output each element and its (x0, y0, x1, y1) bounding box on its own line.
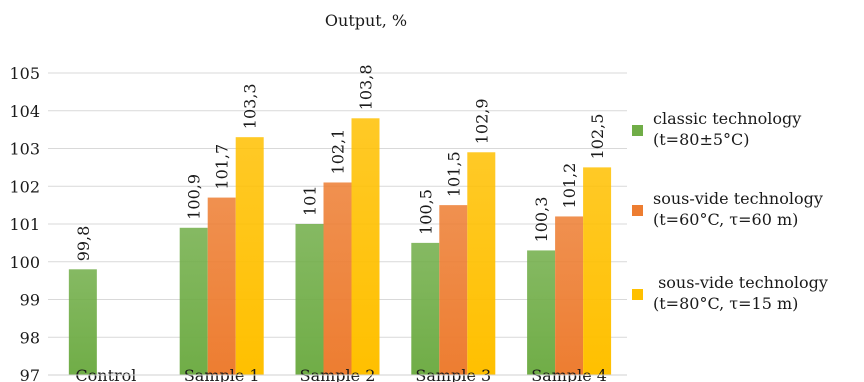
bar-sample-1-series-2 (207, 197, 236, 375)
bar-sample-2-series-1 (295, 224, 324, 375)
data-label-sample-3-series-1: 100,5 (416, 189, 435, 235)
y-tick-label-103: 103 (9, 140, 40, 159)
legend-label-sous-vide-60: sous-vide technology (t=60°C, τ=60 m) (653, 189, 823, 229)
y-tick-label-98: 98 (20, 328, 40, 347)
bar-sample-1-series-3 (235, 137, 264, 375)
data-label-sample-2-series-2: 102,1 (329, 129, 348, 175)
legend-label-sous-vide-80: sous-vide technology (t=80°C, τ=15 m) (653, 273, 828, 313)
data-label-sample-1-series-3: 103,3 (241, 83, 260, 129)
legend-swatch-sous-vide-80 (632, 289, 643, 300)
y-tick-label-105: 105 (9, 64, 40, 83)
legend-item-sous-vide-60: sous-vide technology (t=60°C, τ=60 m) (632, 188, 823, 230)
y-tick-label-102: 102 (9, 177, 40, 196)
data-label-sample-4-series-3: 102,5 (588, 114, 607, 160)
bar-sample-2-series-2 (323, 182, 352, 375)
x-tick-label-sample-2: Sample 2 (300, 366, 376, 382)
legend-swatch-sous-vide-60 (632, 205, 643, 216)
data-labels: 99,8 100,9 101,7 103,3 101 102,1 103,8 100,5 101… (74, 64, 607, 261)
bar-sample-4-series-1 (527, 250, 556, 375)
legend: classic technology (t=80±5°C) sous-vide … (632, 0, 864, 382)
data-label-sample-2-series-1: 101 (301, 185, 320, 216)
x-tick-label-sample-3: Sample 3 (415, 366, 491, 382)
y-tick-label-97: 97 (20, 366, 40, 382)
data-label-sample-3-series-2: 101,5 (444, 151, 463, 197)
bar-control-series-1 (68, 269, 97, 375)
data-label-sample-2-series-3: 103,8 (357, 64, 376, 110)
x-tick-label-control: Control (75, 366, 136, 382)
legend-item-sous-vide-80: sous-vide technology (t=80°C, τ=15 m) (632, 272, 828, 314)
bar-sample-1-series-1 (179, 227, 208, 375)
bar-sample-3-series-3 (467, 152, 496, 375)
y-tick-label-99: 99 (20, 291, 40, 310)
bar-sample-3-series-1 (411, 242, 440, 375)
data-label-sample-3-series-3: 102,9 (472, 98, 491, 144)
bar-sample-4-series-2 (555, 216, 584, 375)
legend-label-classic: classic technology (t=80±5°C) (653, 109, 802, 149)
chart-title: Output, % (325, 11, 407, 30)
data-label-sample-1-series-2: 101,7 (213, 144, 232, 190)
y-tick-label-104: 104 (9, 102, 40, 121)
x-tick-label-sample-4: Sample 4 (531, 366, 607, 382)
y-tick-label-100: 100 (9, 253, 40, 272)
x-axis-tick-labels: Control Sample 1 Sample 2 Sample 3 Sample 4 (75, 366, 607, 382)
data-label-sample-4-series-1: 100,3 (532, 197, 551, 243)
bar-sample-3-series-2 (439, 205, 468, 375)
data-label-sample-4-series-2: 101,2 (560, 163, 579, 209)
bars (68, 118, 612, 376)
data-label-sample-1-series-1: 100,9 (185, 174, 204, 220)
x-tick-label-sample-1: Sample 1 (184, 366, 260, 382)
y-tick-label-101: 101 (9, 215, 40, 234)
bar-sample-4-series-3 (583, 167, 612, 375)
bar-sample-2-series-3 (351, 118, 380, 376)
data-label-control-series-1: 99,8 (74, 226, 93, 262)
legend-item-classic: classic technology (t=80±5°C) (632, 108, 801, 150)
y-axis-tick-labels: 97 98 99 100 101 102 103 104 105 (9, 64, 40, 382)
legend-swatch-classic (632, 125, 643, 136)
